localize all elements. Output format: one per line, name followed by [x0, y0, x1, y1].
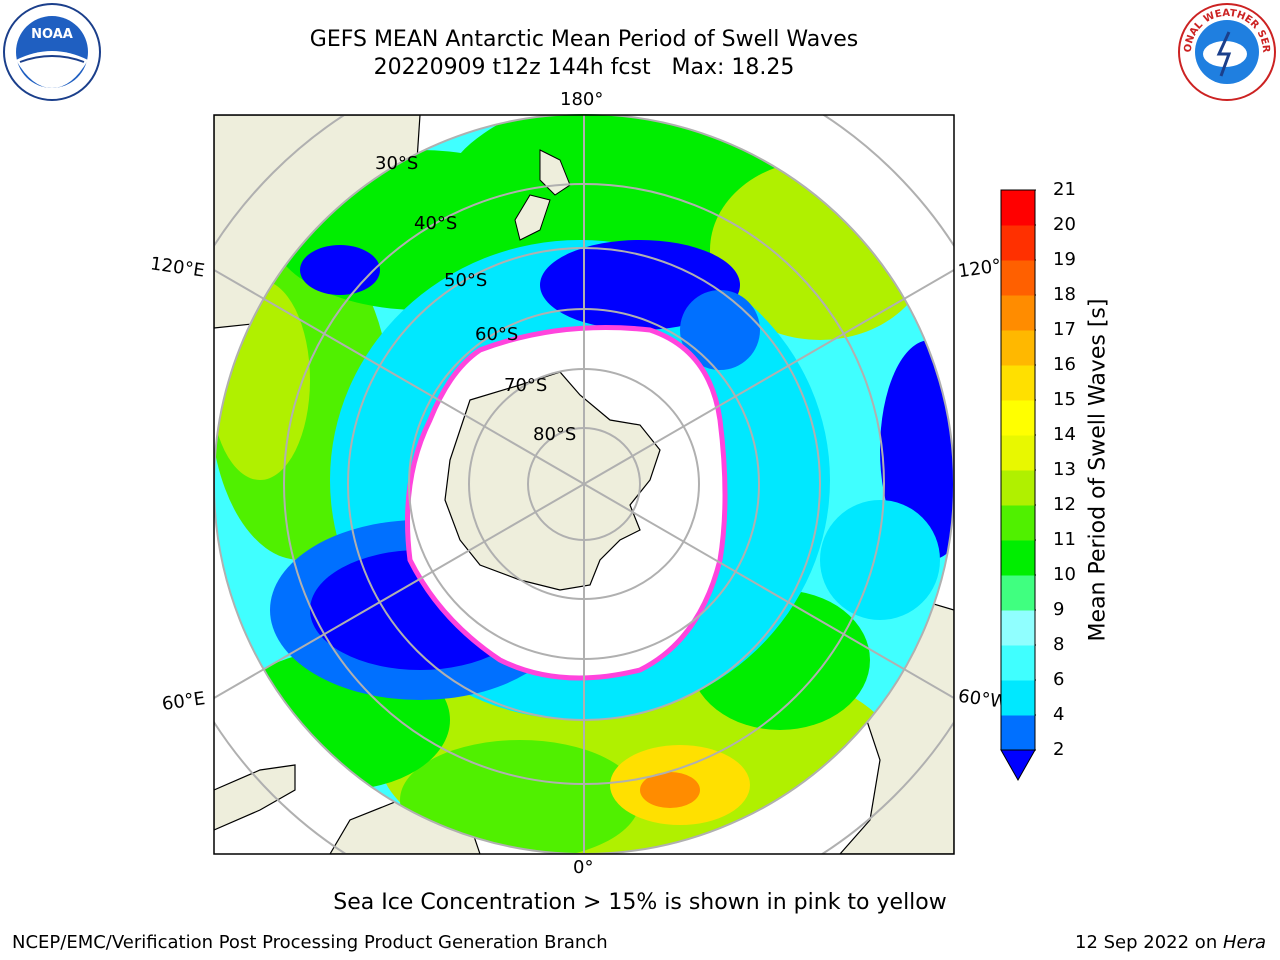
colorbar-tick-label: 13 [1053, 459, 1076, 480]
lat-label-40s: 40°S [414, 213, 458, 234]
lat-label-70s: 70°S [504, 375, 548, 396]
colorbar-tick-label: 19 [1053, 249, 1076, 270]
colorbar-segment [1001, 645, 1035, 681]
graticule [214, 115, 954, 854]
colorbar-segment [1001, 575, 1035, 611]
colorbar-segment [1001, 190, 1035, 226]
noaa-logo: NOAA [3, 3, 101, 101]
lon-label-bottom: 0° [573, 857, 594, 878]
colorbar-tick-label: 18 [1053, 284, 1076, 305]
chart-title: GEFS MEAN Antarctic Mean Period of Swell… [309, 27, 859, 52]
lat-label-30s: 30°S [375, 153, 419, 174]
colorbar-tick-label: 9 [1053, 599, 1065, 620]
colorbar-segment [1001, 330, 1035, 366]
colorbar-segment [1001, 610, 1035, 646]
colorbar-tick-label: 14 [1053, 424, 1076, 445]
colorbar-tick-label: 6 [1053, 669, 1065, 690]
colorbar-segment [1001, 715, 1035, 751]
svg-text:NOAA: NOAA [31, 27, 73, 42]
colorbar-tick-label: 8 [1053, 634, 1065, 655]
colorbar-segment [1001, 435, 1035, 471]
colorbar-tick-label: 12 [1053, 494, 1076, 515]
lat-label-60s: 60°S [475, 324, 519, 345]
colorbar-tick-label: 11 [1053, 529, 1076, 550]
colorbar-segment [1001, 295, 1035, 331]
colorbar-extend-triangle [1000, 749, 1036, 782]
colorbar-segment [1001, 400, 1035, 436]
colorbar-segment [1001, 680, 1035, 716]
colorbar-tick-label: 2 [1053, 739, 1065, 760]
lon-label-top: 180° [560, 89, 604, 110]
colorbar [1000, 189, 1036, 782]
colorbar-tick-label: 10 [1053, 564, 1076, 585]
colorbar-tick-label: 16 [1053, 354, 1076, 375]
colorbar-segment [1001, 540, 1035, 576]
colorbar-segment [1001, 505, 1035, 541]
sea-ice-note: Sea Ice Concentration > 15% is shown in … [333, 890, 947, 915]
map-frame [213, 114, 955, 855]
chart-subtitle: 20220909 t12z 144h fcst Max: 18.25 [373, 55, 795, 80]
colorbar-segment [1001, 225, 1035, 261]
colorbar-tick-label: 21 [1053, 179, 1076, 200]
colorbar-label: Mean Period of Swell Waves [s] [1085, 298, 1111, 642]
colorbar-tick-label: 20 [1053, 214, 1076, 235]
footer-branch: NCEP/EMC/Verification Post Processing Pr… [12, 932, 608, 953]
lat-label-80s: 80°S [533, 424, 577, 445]
nws-logo: NATIONAL WEATHER SERVICE [1177, 2, 1276, 101]
colorbar-segment [1001, 470, 1035, 506]
colorbar-tick-label: 15 [1053, 389, 1076, 410]
colorbar-tick-label: 17 [1053, 319, 1076, 340]
footer-date-text: 12 Sep 2022 on [1075, 932, 1223, 953]
footer-host: Hera [1222, 932, 1266, 953]
lat-label-50s: 50°S [444, 270, 488, 291]
new-zealand [514, 149, 571, 241]
footer-date: 12 Sep 2022 on Hera [1075, 932, 1266, 953]
colorbar-tick-label: 4 [1053, 704, 1065, 725]
colorbar-segment [1001, 260, 1035, 296]
colorbar-segment [1001, 365, 1035, 401]
